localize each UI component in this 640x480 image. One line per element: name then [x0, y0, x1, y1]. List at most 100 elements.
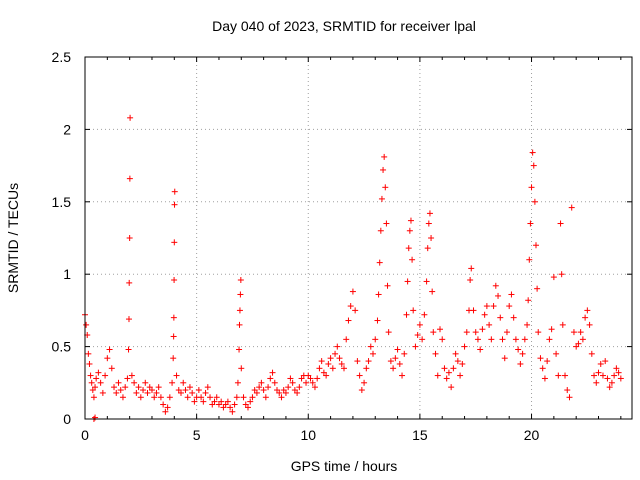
data-point	[151, 394, 158, 401]
data-point	[529, 149, 536, 156]
data-point	[289, 379, 296, 386]
plot-frame	[84, 56, 633, 420]
data-point	[463, 329, 470, 336]
data-point	[501, 355, 508, 362]
data-point	[421, 311, 428, 318]
data-point	[378, 195, 385, 202]
y-tick-label: 1	[63, 266, 71, 282]
data-point	[327, 355, 334, 362]
data-point	[162, 408, 169, 415]
data-point	[127, 114, 134, 121]
data-point	[99, 389, 106, 396]
data-point	[430, 329, 437, 336]
data-point	[615, 369, 622, 376]
data-point	[593, 379, 600, 386]
data-point	[108, 365, 115, 372]
data-point	[584, 307, 591, 314]
data-point	[597, 360, 604, 367]
data-point	[265, 384, 272, 391]
y-tick-label: 1.5	[52, 194, 72, 210]
data-point	[237, 291, 244, 298]
data-point	[537, 355, 544, 362]
data-point	[570, 329, 577, 336]
data-point	[276, 389, 283, 396]
data-point	[515, 346, 522, 353]
data-point	[262, 394, 269, 401]
x-tick-label: 5	[193, 427, 201, 443]
data-point	[387, 358, 394, 365]
data-point	[361, 379, 368, 386]
data-point	[488, 336, 495, 343]
data-point	[530, 162, 537, 169]
data-point	[198, 394, 205, 401]
data-point	[111, 384, 118, 391]
data-point	[213, 394, 220, 401]
data-point	[164, 404, 171, 411]
data-point	[510, 314, 517, 321]
data-point	[171, 276, 178, 283]
data-point	[171, 188, 178, 195]
data-point	[85, 350, 92, 357]
data-point	[278, 394, 285, 401]
data-point	[390, 365, 397, 372]
x-tick-label: 10	[300, 427, 316, 443]
data-point	[492, 282, 499, 289]
data-point	[416, 321, 423, 328]
data-point	[579, 336, 586, 343]
data-point	[236, 307, 243, 314]
data-point	[374, 317, 381, 324]
data-point	[382, 184, 389, 191]
data-point	[539, 365, 546, 372]
data-point	[439, 336, 446, 343]
data-point	[224, 398, 231, 405]
data-point	[238, 365, 245, 372]
data-point	[474, 336, 481, 343]
data-point	[173, 372, 180, 379]
data-point	[170, 314, 177, 321]
data-point	[233, 394, 240, 401]
data-point	[468, 265, 475, 272]
data-point	[191, 398, 198, 405]
data-point	[211, 398, 218, 405]
data-point	[372, 336, 379, 343]
data-point	[414, 332, 421, 339]
data-point	[338, 360, 345, 367]
data-point	[148, 387, 155, 394]
data-point	[381, 153, 388, 160]
data-point	[86, 360, 93, 367]
chart-title: Day 040 of 2023, SRMTID for receiver lpa…	[212, 18, 476, 34]
data-point	[409, 256, 416, 263]
data-point	[356, 372, 363, 379]
data-point	[334, 343, 341, 350]
data-point	[613, 365, 620, 372]
data-point	[486, 321, 493, 328]
data-point	[258, 379, 265, 386]
data-point	[178, 389, 185, 396]
data-point	[606, 384, 613, 391]
data-point	[106, 346, 113, 353]
data-point	[586, 321, 593, 328]
data-point	[562, 372, 569, 379]
data-point	[602, 358, 609, 365]
data-point	[541, 375, 548, 382]
data-point	[459, 360, 466, 367]
data-point	[207, 394, 214, 401]
data-point	[499, 336, 506, 343]
data-point	[157, 394, 164, 401]
data-point	[115, 379, 122, 386]
data-point	[377, 227, 384, 234]
data-point	[307, 375, 314, 382]
data-point	[140, 387, 147, 394]
data-point	[426, 210, 433, 217]
data-point	[119, 394, 126, 401]
data-point	[564, 387, 571, 394]
data-point	[412, 343, 419, 350]
data-point	[531, 198, 538, 205]
y-tick-labels: 0 0.5 1 1.5 2 2.5	[52, 49, 72, 427]
data-point	[325, 360, 332, 367]
data-point	[582, 314, 589, 321]
data-point	[336, 355, 343, 362]
data-point	[410, 307, 417, 314]
data-point	[311, 384, 318, 391]
